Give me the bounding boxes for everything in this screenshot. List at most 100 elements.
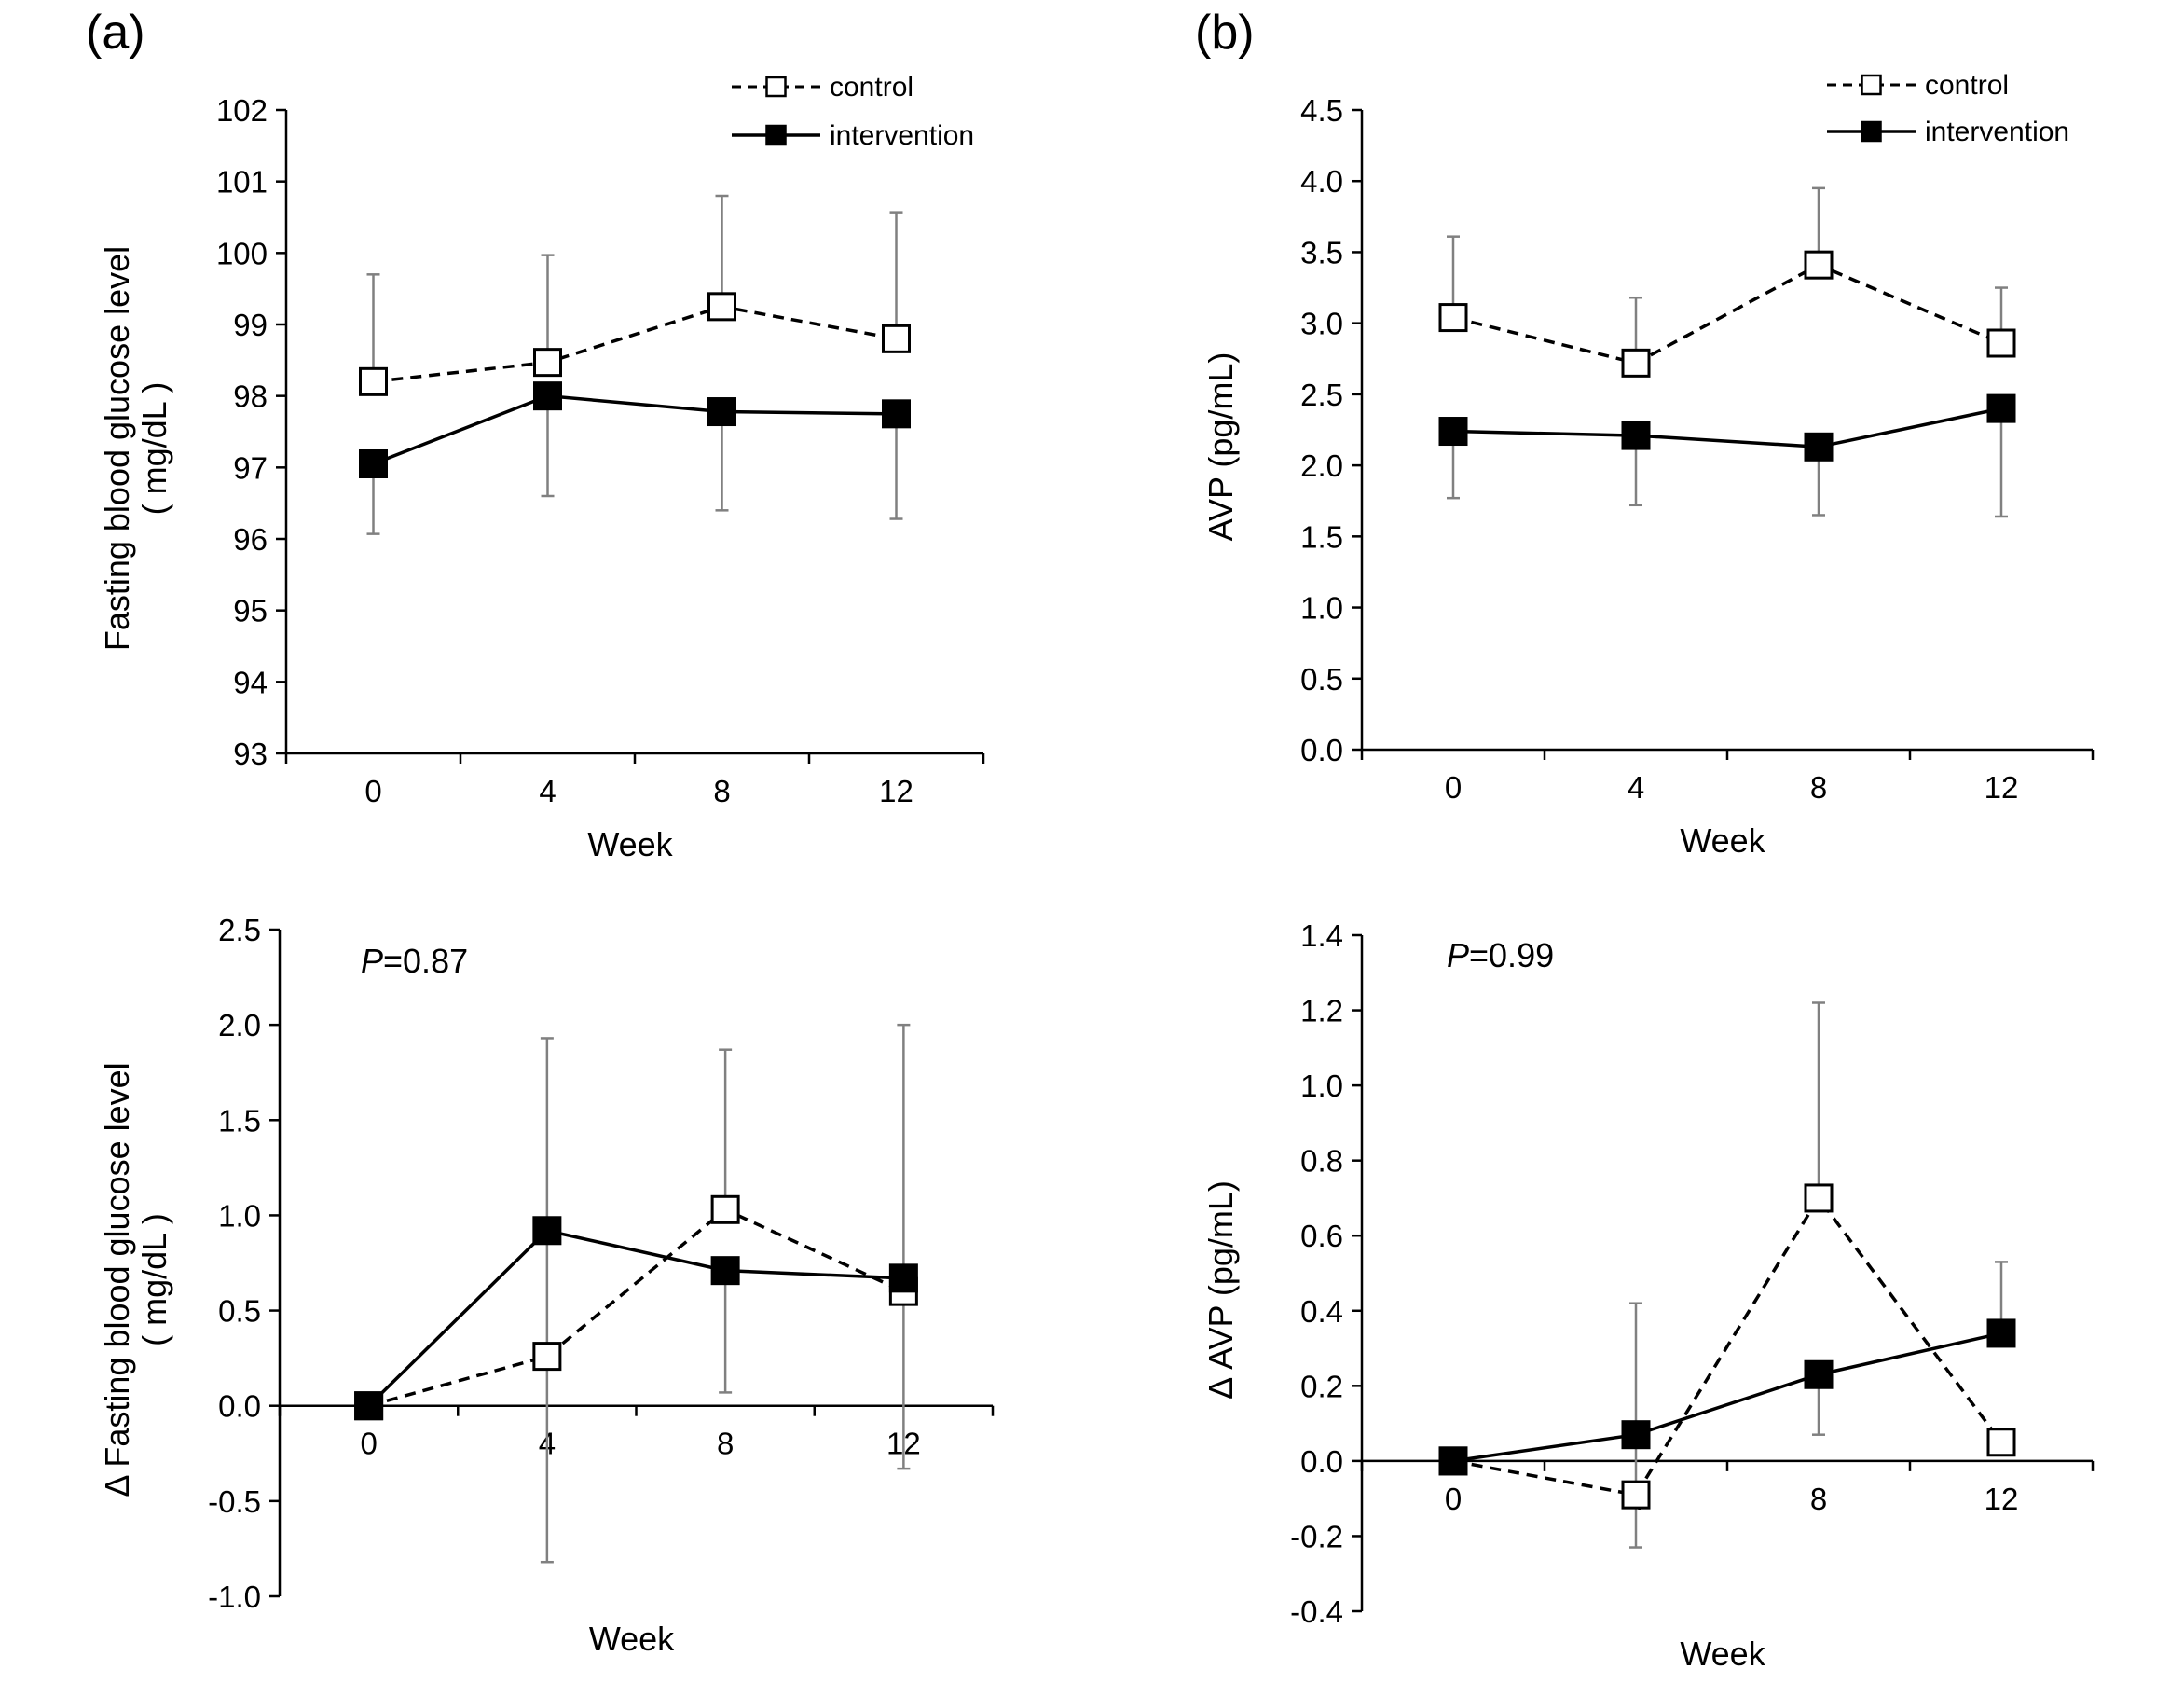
x-tick-label: 0 <box>360 1427 377 1461</box>
y-tick-label: 1.0 <box>1300 1069 1343 1103</box>
x-tick-label: 0 <box>1445 770 1462 805</box>
control-marker <box>1438 303 1468 333</box>
y-tick-label: 101 <box>216 165 268 200</box>
y-tick-label: 0.4 <box>1300 1294 1343 1329</box>
y-tick-label: 94 <box>233 665 268 699</box>
control-marker <box>707 292 736 322</box>
y-tick-label: 1.0 <box>1300 591 1343 626</box>
p-value-annotation: P=0.99 <box>1447 936 1554 974</box>
y-tick-label: 93 <box>233 737 268 771</box>
y-tick-label: 0.5 <box>1300 662 1343 697</box>
intervention-marker <box>1986 1318 2016 1348</box>
intervention-series-line <box>372 393 897 466</box>
control-marker <box>532 1342 562 1372</box>
control-marker <box>359 366 388 396</box>
y-tick-label: 2.5 <box>1300 378 1343 412</box>
control-marker <box>1621 348 1651 378</box>
intervention-marker <box>1804 1359 1834 1389</box>
x-tick-label: 8 <box>1810 770 1827 805</box>
control-series-line <box>368 1207 905 1408</box>
panel-b-bottom-chart: -0.4-0.20.00.20.40.60.81.01.21.404812Wee… <box>1202 918 2095 1673</box>
x-tick-label: 12 <box>1985 1482 2019 1516</box>
y-axis-title: AVP (pg/mL) <box>1202 352 1240 542</box>
intervention-series-line <box>367 1228 904 1407</box>
intervention-marker <box>1621 1420 1651 1450</box>
control-marker <box>1986 1428 2016 1457</box>
x-tick-label: 8 <box>1810 1482 1827 1516</box>
x-tick-label: 8 <box>717 1427 734 1461</box>
y-tick-label: 0.0 <box>1300 733 1343 767</box>
intervention-marker <box>1621 421 1651 450</box>
y-tick-label: 96 <box>233 522 268 557</box>
y-tick-label: 99 <box>233 308 268 342</box>
x-tick-label: 8 <box>713 774 730 808</box>
panel-a-label: (a) <box>86 6 145 60</box>
x-tick-label: 12 <box>879 774 913 808</box>
legend-control-marker <box>765 76 787 98</box>
intervention-series-line <box>1452 1331 2002 1463</box>
control-marker <box>1804 1183 1834 1213</box>
p-value-number: =0.99 <box>1469 936 1554 974</box>
x-tick-label: 12 <box>1985 770 2019 805</box>
y-tick-label: 98 <box>233 379 268 414</box>
y-tick-label: 1.0 <box>218 1198 261 1233</box>
y-axis-title-unit: ( mg/dL ) <box>135 382 173 516</box>
control-marker <box>882 324 911 353</box>
x-axis-title: Week <box>589 1620 675 1658</box>
p-value-symbol: P <box>1447 936 1469 974</box>
p-value-annotation: P=0.87 <box>361 942 468 980</box>
p-value-symbol: P <box>361 942 383 980</box>
y-tick-label: 2.0 <box>1300 448 1343 483</box>
y-tick-label: 3.0 <box>1300 307 1343 341</box>
y-tick-label: -0.5 <box>208 1484 261 1519</box>
legend-intervention-marker <box>765 124 787 146</box>
y-tick-label: 3.5 <box>1300 235 1343 269</box>
y-tick-label: 97 <box>233 450 268 485</box>
intervention-marker <box>533 381 562 411</box>
intervention-marker <box>1438 1446 1468 1476</box>
intervention-marker <box>888 1263 918 1293</box>
legend-intervention-marker <box>1861 120 1882 143</box>
control-marker <box>1621 1480 1651 1510</box>
panel-a-top-chart: 93 94 95 96 97 98 99 100 101 102 0 4 8 12 Week Fasting … <box>98 72 985 863</box>
y-tick-label: 4.0 <box>1300 164 1343 199</box>
y-tick-label: 1.4 <box>1300 918 1343 953</box>
y-tick-label: 1.5 <box>218 1103 261 1138</box>
panel-a-bottom-chart: -1.0-0.50.00.51.01.52.02.504812WeekΔ Fas… <box>98 913 995 1658</box>
intervention-marker <box>1986 393 2016 423</box>
y-axis-title-unit: ( mg/dL ) <box>135 1213 173 1346</box>
x-tick-label: 4 <box>1628 770 1644 805</box>
y-axis-title: Δ Fasting blood glucose level <box>98 1062 136 1497</box>
intervention-marker <box>359 449 388 478</box>
control-series-line <box>1452 263 2002 366</box>
intervention-marker <box>707 397 736 427</box>
y-tick-label: 4.5 <box>1300 93 1343 128</box>
panel-b-label: (b) <box>1195 6 1255 60</box>
control-marker <box>533 348 562 378</box>
intervention-marker <box>1804 432 1834 462</box>
p-value-number: =0.87 <box>383 942 468 980</box>
y-tick-label: -0.4 <box>1290 1594 1343 1629</box>
intervention-marker <box>532 1216 562 1246</box>
intervention-marker <box>710 1256 740 1286</box>
y-tick-label: 0.8 <box>1300 1144 1343 1179</box>
intervention-marker <box>882 399 911 429</box>
y-tick-label: 2.5 <box>218 913 261 947</box>
y-tick-label: 1.2 <box>1300 994 1343 1028</box>
x-axis-title: Week <box>587 825 673 863</box>
legend-control-label: control <box>830 72 913 103</box>
x-tick-label: 4 <box>539 774 556 808</box>
y-tick-label: 100 <box>216 236 268 270</box>
panel-b-top-chart: 0.0 0.5 1.0 1.5 2.0 2.5 3.0 3.5 4.0 4.5 0 4 8 12 Week A… <box>1202 70 2095 860</box>
control-marker <box>1804 250 1834 280</box>
y-tick-label: 102 <box>216 93 268 128</box>
y-tick-label: 95 <box>233 594 268 628</box>
intervention-marker <box>354 1391 384 1421</box>
x-axis-title: Week <box>1680 1635 1765 1673</box>
y-tick-label: -0.2 <box>1290 1519 1343 1553</box>
y-tick-label: 0.6 <box>1300 1219 1343 1253</box>
y-tick-label: -1.0 <box>208 1580 261 1614</box>
y-tick-label: 0.2 <box>1300 1369 1343 1403</box>
intervention-marker <box>1438 417 1468 447</box>
